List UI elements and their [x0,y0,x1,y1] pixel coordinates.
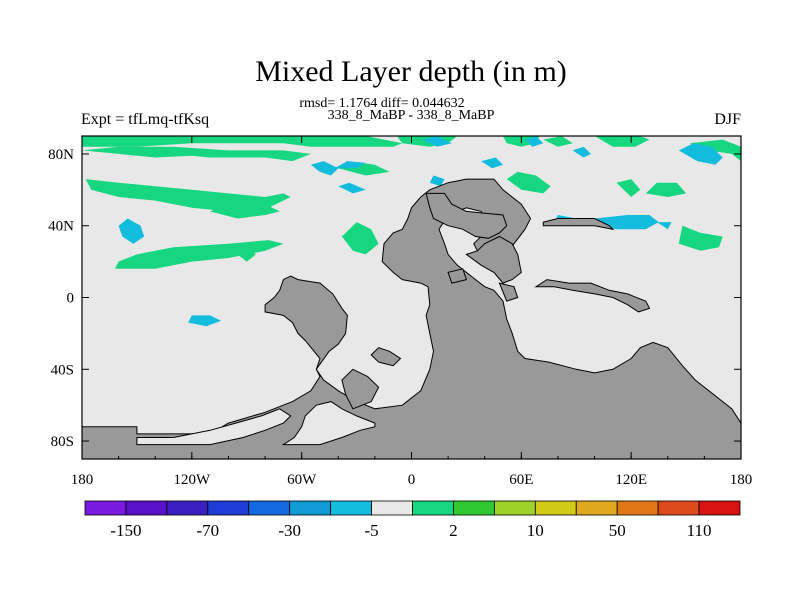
colorbar: -150 -70 -30 -5 2 10 50 110 [84,500,741,540]
colorbar-swatch [698,500,741,516]
anomaly-region [656,222,672,230]
colorbar-swatch [125,500,168,516]
colorbar-swatch [453,500,495,516]
anomaly-region [422,136,452,147]
colorbar-swatch [248,500,291,516]
colorbar-swatch [616,500,659,516]
x-tick-label: 120W [173,472,211,488]
colorbar-label: -5 [365,521,379,540]
colorbar-swatch [371,500,413,516]
land-mask [447,268,468,284]
axes: 180 120W 60W 0 60E 120E 180 80N 40N 0 40S 80S [48,136,752,488]
anomaly-region [678,143,723,165]
anomaly-region [429,175,445,187]
x-tick-label: 180 [71,472,94,488]
land-cutout [136,408,292,446]
anomaly-region [341,222,379,255]
x-tick-label: 0 [408,472,416,488]
land-mask [542,218,615,231]
map-plot [81,135,742,460]
anomaly-region [82,146,311,162]
experiment-label: Expt = tfLmq-tfKsq [81,111,209,128]
land-mask [82,178,741,459]
anomaly-region [334,161,366,169]
anomaly-region [338,182,366,194]
colorbar-swatch [534,500,577,516]
land-mask [534,279,651,313]
anomaly-region [118,218,145,244]
colorbar-swatch [166,500,209,516]
anomaly-region [689,139,741,162]
land-mask [341,368,380,410]
anomaly-region [525,136,544,147]
y-tick-label: 40N [48,219,74,235]
x-tick-label: 120E [615,472,647,488]
colorbar-swatch [412,500,454,516]
anomaly-region [85,179,291,212]
anomaly-region [82,136,403,147]
anomaly-region [543,136,573,147]
anomaly-region [310,161,339,176]
y-tick-label: 80N [48,147,74,163]
anomaly-region [228,243,256,262]
colorbar-swatch [330,500,372,516]
x-tick-label: 60W [287,472,317,488]
colorbar-label: 2 [449,521,458,540]
land-mask [465,235,522,284]
anomaly-region [616,179,641,197]
rmsd-label: rmsd= 1.1764 diff= 0.044632 [299,96,464,111]
land-mask [498,282,519,302]
season-label: DJF [714,111,741,128]
y-tick-label: 0 [67,291,75,307]
chart-subtitle: 338_8_MaBP - 338_8_MaBP [328,108,495,123]
colorbar-label: -70 [196,521,219,540]
land-mask [370,347,402,367]
anomaly-region [645,182,687,197]
colorbar-swatch [84,500,127,516]
land-cutout [281,401,376,446]
anomaly-region [594,136,650,147]
colorbar-label: 110 [687,521,712,540]
colorbar-swatch [575,500,618,516]
colorbar-label: 50 [609,521,626,540]
y-tick-label: 40S [51,362,74,378]
anomaly-region [506,171,551,194]
anomaly-region [572,146,591,158]
colorbar-label: -150 [110,521,141,540]
anomaly-region [210,204,280,219]
colorbar-label: 10 [527,521,544,540]
colorbar-swatch [657,500,700,516]
land-mask [425,192,508,239]
colorbar-swatch [493,500,536,516]
colorbar-swatch [207,500,250,516]
anomaly-region [678,225,723,251]
x-tick-label: 60E [509,472,533,488]
x-tick-label: 180 [730,472,753,488]
anomaly-region [188,315,222,327]
colorbar-label: -30 [278,521,301,540]
chart-title: Mixed Layer depth (in m) [255,55,567,88]
anomaly-region [481,157,503,169]
colorbar-swatch [289,500,332,516]
y-tick-label: 80S [51,434,74,450]
